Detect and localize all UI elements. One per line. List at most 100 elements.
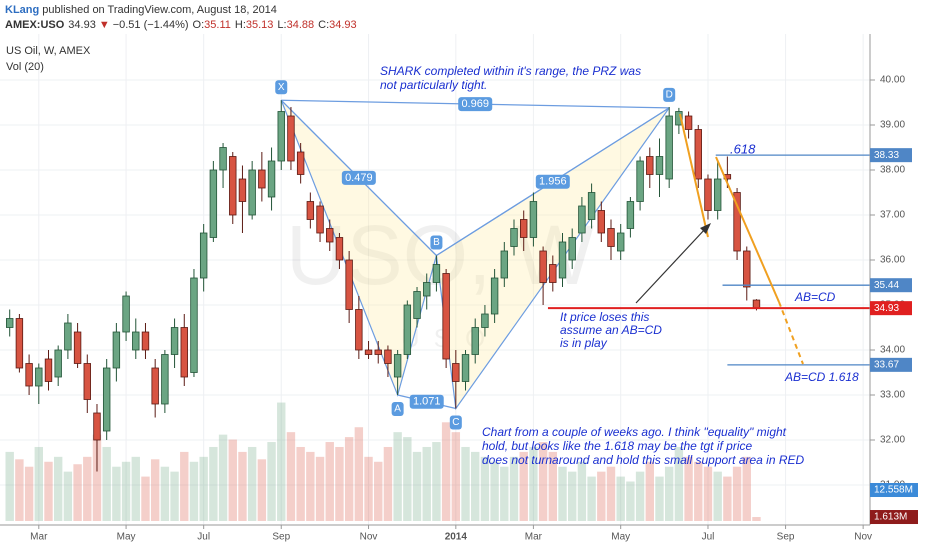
volume-bar: [635, 471, 645, 521]
level-box: [870, 148, 912, 163]
candle-body: [296, 151, 305, 175]
x-tick-label: 2014: [445, 532, 468, 543]
candle-body: [141, 331, 150, 351]
volume-bar: [471, 451, 480, 521]
x-tick-label: Mar: [30, 532, 48, 543]
ratio-label: 1.956: [539, 176, 567, 188]
volume-bar: [548, 451, 558, 521]
volume-bar: [655, 476, 664, 521]
volume-bar: [189, 461, 199, 521]
volume-bar: [374, 461, 383, 521]
candle-body: [64, 322, 72, 351]
candle-body: [248, 169, 256, 216]
candle-body: [752, 299, 761, 309]
x-tick-label: Nov: [854, 532, 872, 543]
header-byline: KLang published on TradingView.com, Augu…: [5, 4, 277, 16]
point-label: A: [394, 404, 401, 415]
volume-bar: [684, 456, 693, 521]
y-tick-label: 38.00: [880, 165, 905, 176]
volume-bar: [645, 461, 654, 521]
volume-bar: [480, 456, 490, 521]
y-tick-label: 37.00: [880, 210, 905, 221]
candle-body: [597, 210, 605, 234]
candle-body: [44, 358, 53, 382]
candle-body: [306, 201, 315, 220]
candle-body: [442, 273, 450, 360]
candle-body: [102, 367, 111, 432]
volume-bar: [519, 451, 528, 521]
ratio-label: 0.969: [461, 98, 489, 110]
candle-body: [316, 205, 324, 234]
candle-body: [490, 277, 499, 315]
ratio-label: 1.071: [413, 396, 441, 408]
volume-bar: [703, 466, 713, 521]
volume-bar: [277, 402, 286, 521]
candle-body: [481, 313, 489, 328]
y-tick-label: 40.00: [880, 75, 905, 86]
candle-body: [665, 115, 673, 180]
annotation: assume an AB=CD: [560, 323, 662, 337]
y-tick-label: 32.00: [880, 435, 905, 446]
candle-body: [684, 115, 693, 130]
volume-bar: [674, 446, 684, 521]
price: 34.93: [68, 19, 96, 31]
volume-bar: [364, 456, 373, 521]
symbol: AMEX:USO: [5, 19, 65, 31]
point-box: [449, 415, 462, 430]
candle-body: [238, 178, 247, 202]
header-quote: AMEX:USO 34.93 ▼ −0.51 (−1.44%) O:35.11 H:35.…: [5, 19, 357, 31]
volume-bar: [238, 451, 247, 521]
volume-bar: [694, 461, 703, 521]
volume-bar: [335, 446, 344, 521]
volume-bar: [306, 451, 315, 521]
ratio-box: [458, 97, 493, 112]
y-tick-label: 33.00: [880, 390, 905, 401]
candle-body: [655, 156, 664, 175]
candle-body: [190, 277, 198, 373]
abcd-extension: [778, 301, 804, 365]
annotation: It price loses this: [560, 310, 649, 324]
volume-bar: [558, 466, 567, 521]
point-box: [663, 87, 676, 102]
ohlc-label: L:: [277, 19, 286, 31]
volume-bar: [500, 466, 509, 521]
levels: [547, 154, 870, 366]
volume-bar: [325, 442, 334, 521]
volume-bar: [606, 466, 616, 521]
ohlc-value: 35.11: [204, 19, 231, 31]
point-box: [430, 235, 443, 250]
ratio-box: [341, 170, 376, 185]
change: −0.51 (−1.44%): [113, 19, 189, 31]
volume-bar: [24, 466, 34, 521]
volume: [5, 402, 761, 521]
candles: [5, 100, 761, 472]
volume-bar: [15, 459, 24, 521]
volume-bar: [121, 461, 131, 521]
candle-body: [93, 412, 101, 441]
volume-bar: [315, 456, 325, 521]
level-box: [870, 301, 912, 316]
volume-bar: [34, 446, 43, 521]
volume-bar: [616, 476, 625, 521]
annotation: not particularly tight.: [380, 78, 487, 92]
candle-body: [229, 156, 237, 216]
candle-body: [355, 309, 363, 351]
candle-body: [616, 232, 625, 252]
volume-bar: [383, 446, 393, 521]
x-tick-label: Jul: [197, 532, 210, 543]
volume-marker-label: 12.558M: [874, 485, 913, 496]
annotation: AB=CD: [794, 290, 836, 304]
arrow: ▼: [99, 19, 110, 31]
volume-bar: [160, 466, 170, 521]
candle-body: [432, 264, 441, 283]
candle-body: [694, 129, 702, 180]
point-box: [275, 80, 288, 95]
candle-body: [364, 349, 373, 355]
volume-bar: [538, 442, 548, 521]
candle-body: [122, 295, 130, 333]
volume-bar: [403, 437, 412, 521]
ratio-box: [409, 394, 444, 409]
candle-body: [675, 111, 683, 126]
candle-body: [539, 250, 547, 283]
volume-bar: [626, 481, 635, 521]
